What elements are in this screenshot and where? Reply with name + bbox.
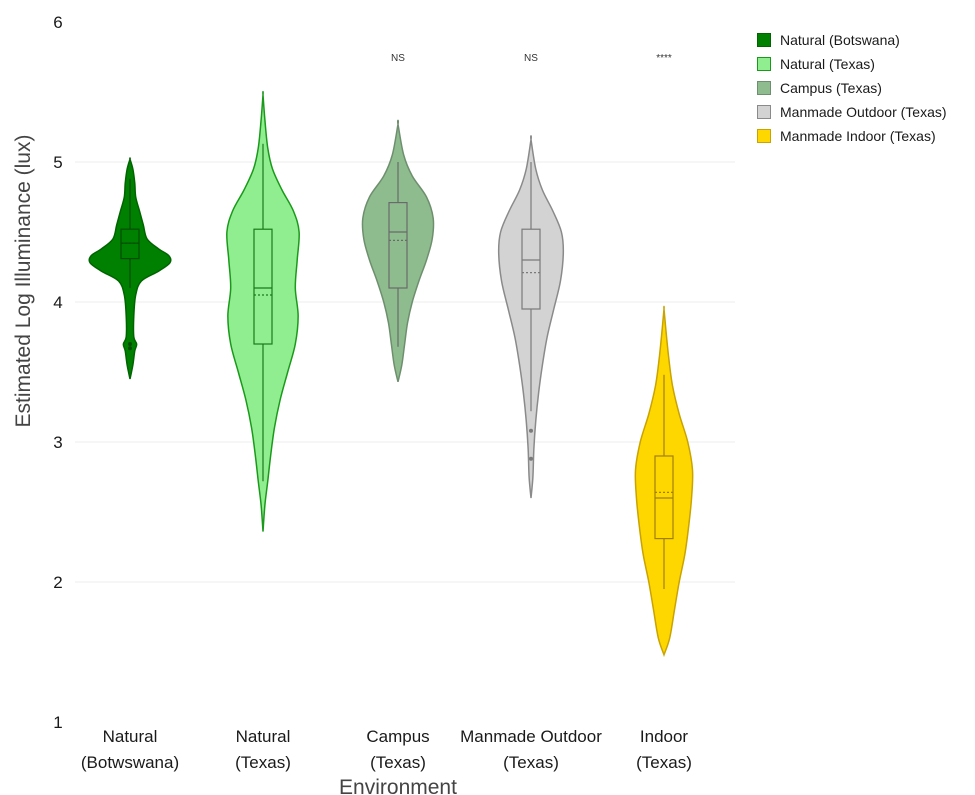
significance-label: NS: [391, 53, 405, 64]
legend-swatch: [757, 105, 771, 119]
violin-body: [226, 90, 300, 532]
violin-body: [634, 305, 694, 658]
iqr-box: [654, 455, 674, 540]
violin-group: [226, 90, 300, 532]
iqr-box: [388, 202, 408, 289]
y-tick-label: 1: [53, 713, 62, 732]
y-tick-label: 6: [53, 13, 62, 32]
outlier-point: [128, 342, 132, 346]
legend-item[interactable]: Manmade Outdoor (Texas): [757, 100, 947, 124]
legend-swatch: [757, 57, 771, 71]
violin-group: [361, 119, 435, 382]
legend-item[interactable]: Manmade Indoor (Texas): [757, 124, 947, 148]
outlier-point: [128, 346, 132, 351]
x-tick-label: (Texas): [370, 753, 426, 772]
x-tick-label: (Texas): [503, 753, 559, 772]
legend-label: Natural (Texas): [780, 56, 875, 72]
outlier-point: [529, 428, 533, 433]
violin-group: [88, 157, 172, 380]
legend-label: Manmade Indoor (Texas): [780, 128, 936, 144]
y-tick-label: 5: [53, 153, 62, 172]
x-tick-label: Campus: [366, 727, 429, 746]
y-tick-label: 4: [53, 293, 62, 312]
x-axis-title: Environment: [339, 776, 457, 795]
x-tick-label: (Botwswana): [81, 753, 179, 772]
outlier-point: [529, 456, 533, 461]
legend-label: Manmade Outdoor (Texas): [780, 104, 947, 120]
legend-swatch: [757, 33, 771, 47]
y-axis-title: Estimated Log Illuminance (lux): [12, 135, 35, 428]
x-axis-ticks: Natural (Botwswana) Natural (Texas) Campus (T…: [81, 727, 692, 772]
legend-item[interactable]: Campus (Texas): [757, 76, 947, 100]
x-tick-label: (Texas): [636, 753, 692, 772]
iqr-box: [253, 228, 273, 345]
significance-annotations: NS NS ****: [391, 53, 672, 64]
significance-label: ****: [656, 53, 672, 64]
x-tick-label: (Texas): [235, 753, 291, 772]
legend-item[interactable]: Natural (Texas): [757, 52, 947, 76]
x-tick-label: Natural: [236, 727, 291, 746]
iqr-box: [120, 228, 140, 260]
legend-item[interactable]: Natural (Botswana): [757, 28, 947, 52]
significance-label: NS: [524, 53, 538, 64]
legend-label: Natural (Botswana): [780, 32, 900, 48]
violins: [88, 90, 694, 658]
y-tick-label: 3: [53, 433, 62, 452]
x-tick-label: Manmade Outdoor: [460, 727, 602, 746]
legend-label: Campus (Texas): [780, 80, 882, 96]
violin-group: [497, 135, 565, 499]
x-tick-label: Natural: [103, 727, 158, 746]
legend-swatch: [757, 81, 771, 95]
y-axis-ticks: 1 2 3 4 5 6: [53, 13, 62, 732]
iqr-box: [521, 228, 541, 310]
violin-body: [361, 119, 435, 382]
y-tick-label: 2: [53, 573, 62, 592]
legend: Natural (Botswana) Natural (Texas) Campus …: [757, 28, 947, 148]
legend-swatch: [757, 129, 771, 143]
x-tick-label: Indoor: [640, 727, 689, 746]
violin-group: [634, 305, 694, 658]
